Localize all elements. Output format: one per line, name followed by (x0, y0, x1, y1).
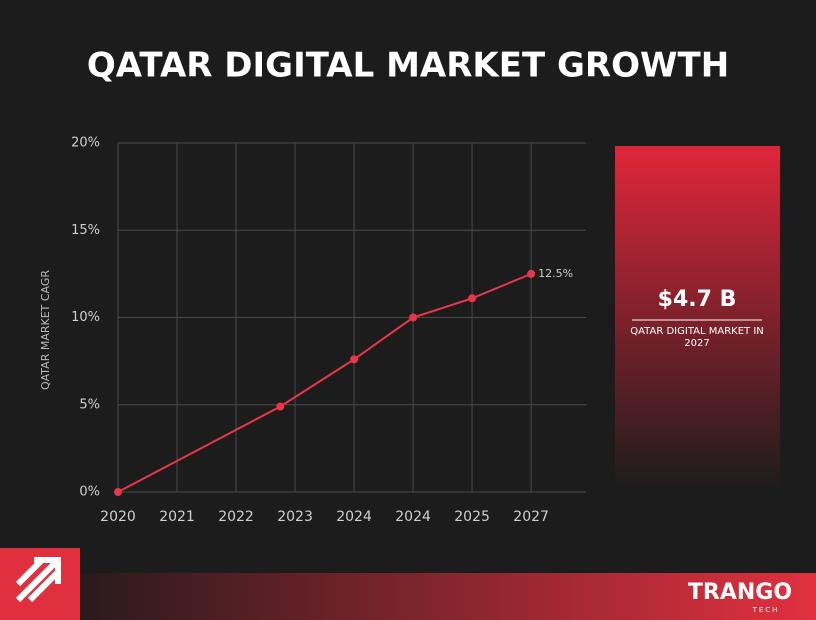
brand-sub: TECH (752, 606, 780, 614)
y-tick-label: 15% (71, 223, 100, 238)
point (276, 402, 285, 411)
x-tick-label: 2023 (277, 509, 313, 525)
stat-value: $4.7 B (658, 287, 737, 312)
x-tick-label: 2027 (513, 509, 549, 525)
point (527, 269, 536, 278)
y-tick-label: 20% (71, 136, 100, 151)
x-tick-label: 2025 (454, 509, 490, 525)
y-tick-label: 0% (79, 485, 100, 500)
y-tick-label: 10% (71, 310, 100, 325)
arrow-icon (15, 557, 61, 603)
brand-name: TRANGO (688, 580, 792, 605)
point (409, 313, 418, 322)
point (350, 355, 359, 364)
y-axis-label: QATAR MARKET CAGR (39, 270, 52, 390)
y-tick-label: 5% (79, 397, 100, 412)
stat-caption: QATAR DIGITAL MARKET IN 2027 (630, 326, 764, 349)
x-tick-label: 2022 (218, 509, 254, 525)
line (117, 272, 532, 493)
x-tick-label: 2020 (100, 509, 136, 525)
value-label: 12.5% (538, 267, 573, 280)
point (468, 294, 477, 303)
x-tick-label: 2024 (336, 509, 372, 525)
point (114, 488, 122, 496)
chart-title: QATAR DIGITAL MARKET GROWTH (87, 46, 729, 86)
x-tick-label: 2021 (159, 509, 195, 525)
footer-bar (80, 573, 816, 620)
stat-panel (615, 146, 780, 490)
x-tick-label: 2024 (395, 509, 431, 525)
